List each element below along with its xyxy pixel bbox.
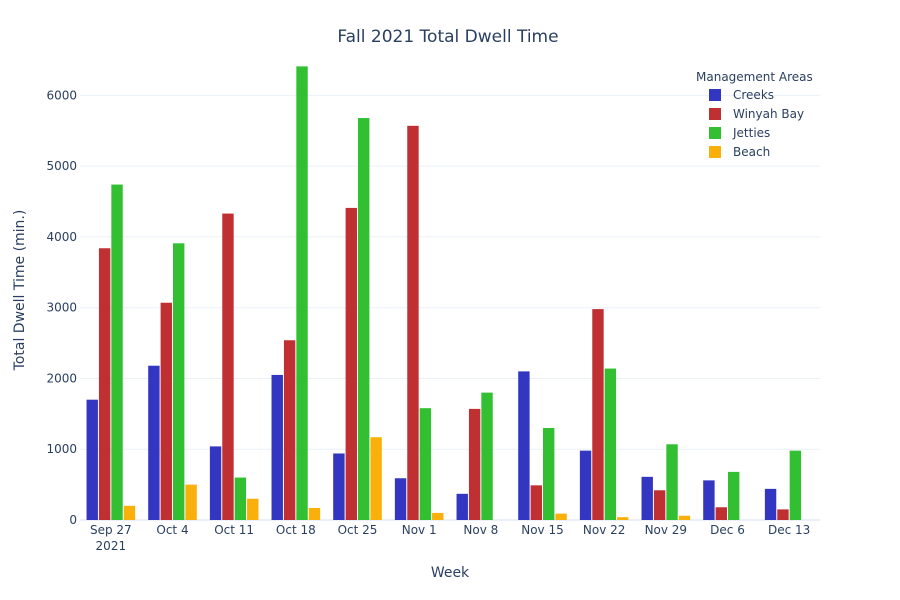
bar-creeks[interactable] xyxy=(579,450,592,520)
y-tick-label: 0 xyxy=(69,513,77,527)
legend-item-beach[interactable]: Beach xyxy=(709,145,770,159)
bar-jetties[interactable] xyxy=(481,392,493,520)
x-tick-label: Dec 6 xyxy=(710,523,745,537)
bar-winyah-bay[interactable] xyxy=(530,485,542,520)
bar-winyah-bay[interactable] xyxy=(407,125,419,521)
bar-beach[interactable] xyxy=(432,512,444,520)
legend-item-jetties[interactable]: Jetties xyxy=(709,126,770,140)
bar-jetties[interactable] xyxy=(728,471,740,520)
y-axis-title: Total Dwell Time (min.) xyxy=(12,210,28,372)
bar-beach[interactable] xyxy=(370,437,382,520)
legend-label: Beach xyxy=(733,145,770,159)
bar-creeks[interactable] xyxy=(209,446,222,520)
x-tick-label: Sep 27 2021 xyxy=(90,523,132,553)
bar-creeks[interactable] xyxy=(764,488,777,520)
legend-items: Creeks Winyah Bay Jetties Beach xyxy=(709,88,804,159)
bar-creeks[interactable] xyxy=(333,453,345,520)
x-tick-label: Nov 8 xyxy=(463,523,498,537)
bar-jetties[interactable] xyxy=(296,66,308,520)
x-axis-ticks: Sep 27 2021 Oct 4 Oct 11 Oct 18 Oct 25 Nov 1 No… xyxy=(90,523,810,553)
bar-winyah-bay[interactable] xyxy=(283,340,296,520)
bar-jetties[interactable] xyxy=(358,118,370,521)
legend: Management Areas Creeks Winyah Bay Jetties… xyxy=(696,70,813,159)
bar-creeks[interactable] xyxy=(641,476,653,520)
y-tick-label: 4000 xyxy=(46,230,77,244)
legend-label: Creeks xyxy=(733,88,774,102)
bar-beach[interactable] xyxy=(555,513,567,520)
bar-creeks[interactable] xyxy=(518,371,530,520)
y-tick-label: 3000 xyxy=(46,301,77,315)
x-tick-label: Oct 18 xyxy=(276,523,316,537)
bar-creeks[interactable] xyxy=(456,493,468,520)
bar-beach[interactable] xyxy=(247,498,259,520)
bar-jetties[interactable] xyxy=(604,368,617,520)
legend-item-winyah-bay[interactable]: Winyah Bay xyxy=(709,107,804,121)
x-tick-label: Nov 15 xyxy=(521,523,564,537)
bar-beach[interactable] xyxy=(185,484,197,520)
x-tick-label: Dec 13 xyxy=(768,523,810,537)
bar-jetties[interactable] xyxy=(666,444,678,520)
bar-jetties[interactable] xyxy=(543,428,555,520)
bar-winyah-bay[interactable] xyxy=(777,509,789,520)
bar-beach[interactable] xyxy=(308,507,321,520)
x-tick-label: Nov 1 xyxy=(402,523,437,537)
gridlines xyxy=(80,94,820,521)
bar-creeks[interactable] xyxy=(703,480,715,520)
x-tick-label: Nov 22 xyxy=(583,523,626,537)
bar-creeks[interactable] xyxy=(86,399,98,520)
bar-winyah-bay[interactable] xyxy=(345,207,357,520)
bar-winyah-bay[interactable] xyxy=(98,248,111,520)
bar-winyah-bay[interactable] xyxy=(715,507,727,520)
legend-swatch xyxy=(709,146,721,158)
bar-creeks[interactable] xyxy=(148,365,160,520)
legend-swatch xyxy=(709,127,721,139)
bars xyxy=(86,66,802,521)
legend-swatch xyxy=(709,108,721,120)
bar-winyah-bay[interactable] xyxy=(222,213,234,521)
legend-item-creeks[interactable]: Creeks xyxy=(709,88,774,102)
bar-jetties[interactable] xyxy=(111,184,123,521)
bar-beach[interactable] xyxy=(678,515,691,520)
y-tick-label: 5000 xyxy=(46,159,77,173)
bar-jetties[interactable] xyxy=(419,408,432,520)
bar-winyah-bay[interactable] xyxy=(653,490,666,520)
y-tick-label: 1000 xyxy=(46,442,77,456)
y-tick-label: 6000 xyxy=(46,88,77,102)
bar-beach[interactable] xyxy=(123,505,136,520)
bar-winyah-bay[interactable] xyxy=(592,309,604,520)
legend-label: Winyah Bay xyxy=(733,107,804,121)
bar-beach[interactable] xyxy=(617,517,629,520)
bar-winyah-bay[interactable] xyxy=(160,302,172,520)
y-axis-ticks: 0 1000 2000 3000 4000 5000 6000 xyxy=(46,88,77,527)
bar-jetties[interactable] xyxy=(789,450,802,520)
bar-creeks[interactable] xyxy=(271,374,283,520)
legend-label: Jetties xyxy=(732,126,770,140)
x-tick-label: Nov 29 xyxy=(645,523,688,537)
legend-swatch xyxy=(709,89,721,101)
x-axis-title: Week xyxy=(431,565,470,581)
chart-title: Fall 2021 Total Dwell Time xyxy=(337,27,558,47)
x-tick-label: Oct 25 xyxy=(338,523,378,537)
bar-creeks[interactable] xyxy=(394,478,407,520)
legend-title: Management Areas xyxy=(696,70,813,84)
bar-winyah-bay[interactable] xyxy=(468,408,481,520)
x-tick-label: Oct 4 xyxy=(156,523,188,537)
bar-jetties[interactable] xyxy=(173,243,185,521)
y-tick-label: 2000 xyxy=(46,371,77,385)
x-tick-label: Oct 11 xyxy=(214,523,254,537)
bar-jetties[interactable] xyxy=(234,477,247,520)
